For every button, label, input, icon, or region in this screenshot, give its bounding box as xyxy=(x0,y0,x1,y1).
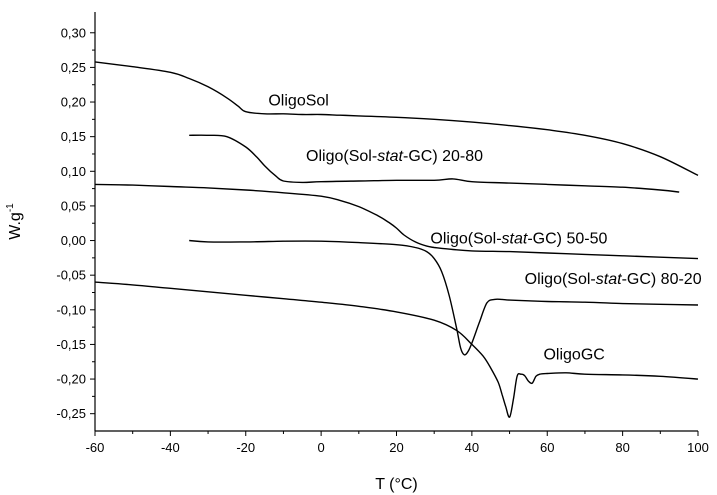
curves xyxy=(94,61,699,418)
series-line-4 xyxy=(189,239,699,356)
x-tick-label: -40 xyxy=(161,440,180,455)
y-tick-label: 0,25 xyxy=(61,60,86,75)
y-tick-label: 0,00 xyxy=(61,233,86,248)
y-tick-label: -0,15 xyxy=(56,337,86,352)
curve-labels: OligoSol Oligo(Sol-stat-GC) 20-80 Oligo(So… xyxy=(268,92,701,363)
x-tick-label: 0 xyxy=(318,440,325,455)
series-label-2: Oligo(Sol-stat-GC) 20-80 xyxy=(306,148,483,165)
series-label-3: Oligo(Sol-stat-GC) 50-50 xyxy=(430,230,607,247)
y-tick-label: 0,15 xyxy=(61,129,86,144)
series-line-5 xyxy=(94,281,699,418)
y-tick-label: -0,20 xyxy=(56,372,86,387)
x-tick-label: 20 xyxy=(389,440,403,455)
y-axis-title-superscript: -1 xyxy=(5,203,16,212)
x-tick-label: -20 xyxy=(236,440,255,455)
x-tick-label: 60 xyxy=(540,440,554,455)
y-axis-title-main: W.g xyxy=(7,212,24,240)
y-tick-label: 0,10 xyxy=(61,164,86,179)
x-tick-label: 100 xyxy=(687,440,709,455)
y-tick-label: 0,20 xyxy=(61,95,86,110)
series-line-2 xyxy=(189,134,680,193)
series-line-1 xyxy=(94,61,699,177)
series-label-1: OligoSol xyxy=(268,92,328,109)
y-tick-label: -0,05 xyxy=(56,268,86,283)
x-tick-label: 40 xyxy=(465,440,479,455)
y-tick-label: -0,25 xyxy=(56,406,86,421)
series-label-5: OligoGC xyxy=(543,347,604,364)
x-axis-title: T (°C) xyxy=(375,476,418,493)
x-tick-label: -60 xyxy=(86,440,105,455)
y-axis-title: W.g-1 xyxy=(5,203,24,240)
y-tick-label: 0,05 xyxy=(61,198,86,213)
y-tick-label: -0,10 xyxy=(56,302,86,317)
series-line-3 xyxy=(94,183,699,260)
axes: -60 -40 -20 0 20 40 60 80 100 -0,25 -0,20 -0,15 -0,1… xyxy=(56,12,709,455)
x-tick-label: 80 xyxy=(615,440,629,455)
series-label-4: Oligo(Sol-stat-GC) 80-20 xyxy=(525,271,702,288)
y-tick-label: 0,30 xyxy=(61,25,86,40)
